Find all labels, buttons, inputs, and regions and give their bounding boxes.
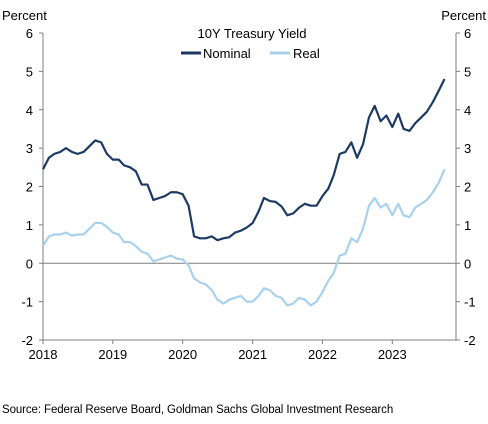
axes: -2 -2 -1 -1 0 0 1 1 2 2 3 3 4 4 5 5 6 6 2018 2019 2020 2021 20… xyxy=(21,26,475,362)
legend: Nominal Real xyxy=(181,46,320,61)
y-tick-label-right: 4 xyxy=(464,103,471,118)
y-tick-label-left: 3 xyxy=(26,141,33,156)
y-tick-label-right: 0 xyxy=(464,256,471,271)
y-tick-label-right: -2 xyxy=(464,333,476,348)
y-tick-label-right: -1 xyxy=(464,295,476,310)
x-tick-label: 2018 xyxy=(29,347,58,362)
x-tick-label: 2023 xyxy=(378,347,407,362)
y-tick-label-left: 2 xyxy=(26,180,33,195)
y-tick-label-left: -2 xyxy=(21,333,33,348)
series-layer xyxy=(42,78,446,307)
y-tick-label-right: 5 xyxy=(464,64,471,79)
y-tick-label-right: 2 xyxy=(464,180,471,195)
y-tick-label-left: 4 xyxy=(26,103,33,118)
treasury-yield-chart: Percent Percent 10Y Treasury Yield Nomin… xyxy=(2,8,486,362)
x-tick-label: 2022 xyxy=(308,347,337,362)
y-tick-label-right: 6 xyxy=(464,26,471,41)
series-line-real xyxy=(42,168,446,307)
series-line-nominal xyxy=(42,78,446,242)
y-tick-label-right: 3 xyxy=(464,141,471,156)
legend-label-nominal: Nominal xyxy=(203,46,251,61)
x-tick-label: 2019 xyxy=(98,347,127,362)
y-axis-label-right: Percent xyxy=(441,8,486,23)
y-tick-label-right: 1 xyxy=(464,218,471,233)
y-tick-label-left: 1 xyxy=(26,218,33,233)
x-tick-label: 2020 xyxy=(168,347,197,362)
y-tick-label-left: 6 xyxy=(26,26,33,41)
y-tick-label-left: 5 xyxy=(26,64,33,79)
y-tick-label-left: 0 xyxy=(26,256,33,271)
chart-title: 10Y Treasury Yield xyxy=(198,26,307,41)
x-tick-label: 2021 xyxy=(238,347,267,362)
y-axis-label-left: Percent xyxy=(2,8,47,23)
source-note: Source: Federal Reserve Board, Goldman S… xyxy=(2,404,394,416)
y-tick-label-left: -1 xyxy=(21,295,33,310)
legend-label-real: Real xyxy=(293,46,320,61)
